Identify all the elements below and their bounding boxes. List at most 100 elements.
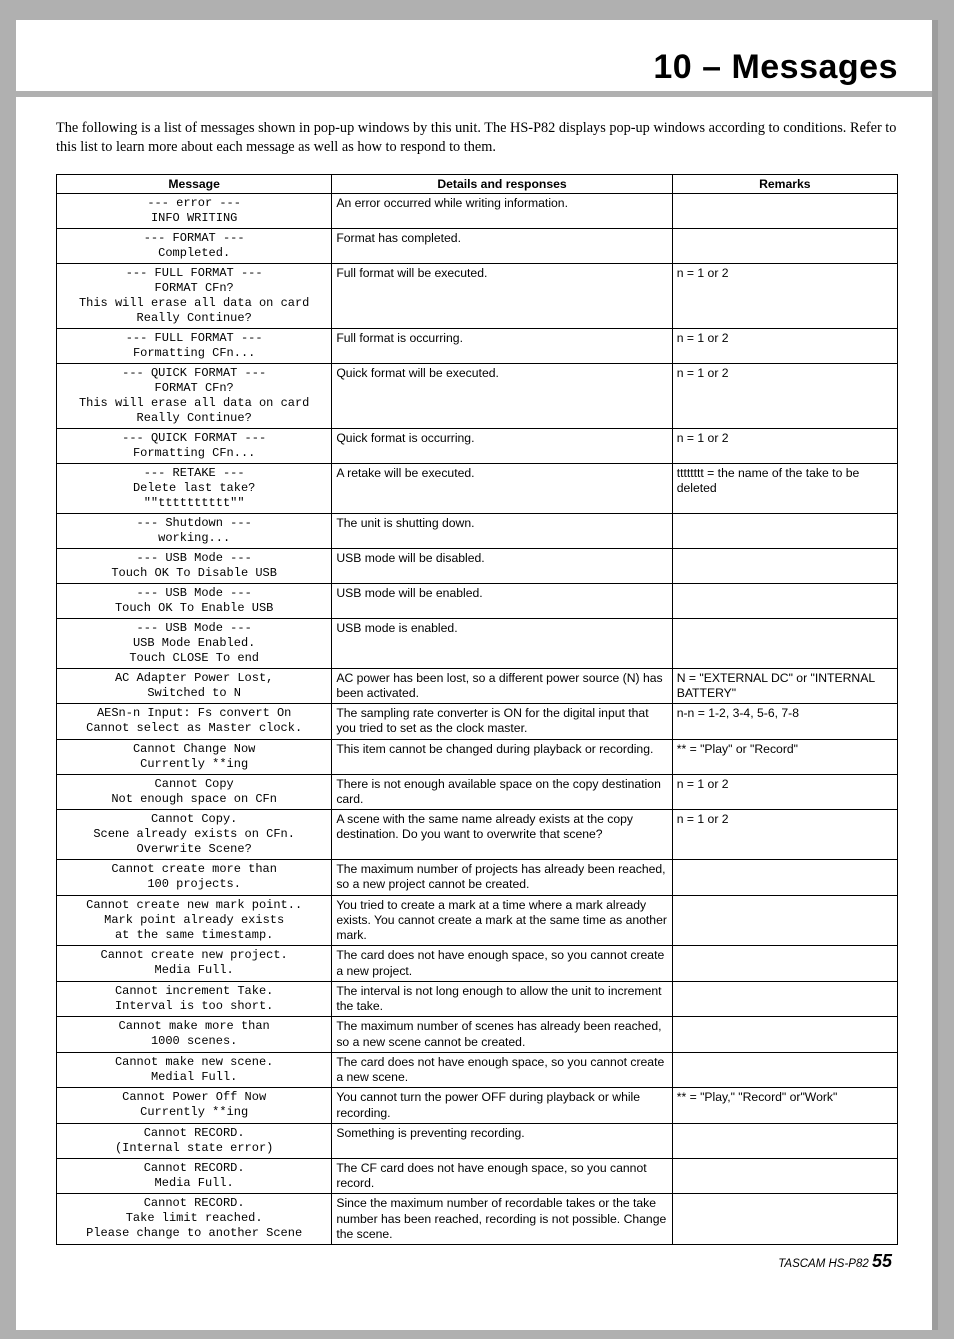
table-row: Cannot create new project. Media Full.Th… bbox=[57, 946, 898, 982]
messages-table: Message Details and responses Remarks --… bbox=[56, 174, 898, 1246]
table-row: --- Shutdown --- working...The unit is s… bbox=[57, 513, 898, 548]
col-header-remarks: Remarks bbox=[672, 174, 897, 193]
details-cell: This item cannot be changed during playb… bbox=[332, 739, 672, 774]
details-cell: The maximum number of scenes has already… bbox=[332, 1017, 672, 1053]
remarks-cell: ** = "Play" or "Record" bbox=[672, 739, 897, 774]
message-cell: Cannot make more than 1000 scenes. bbox=[57, 1017, 332, 1053]
message-cell: Cannot RECORD. (Internal state error) bbox=[57, 1123, 332, 1158]
details-cell: AC power has been lost, so a different p… bbox=[332, 668, 672, 704]
message-cell: Cannot Copy Not enough space on CFn bbox=[57, 774, 332, 810]
remarks-cell bbox=[672, 583, 897, 618]
details-cell: Format has completed. bbox=[332, 228, 672, 263]
table-row: --- USB Mode --- Touch OK To Disable USB… bbox=[57, 548, 898, 583]
col-header-message: Message bbox=[57, 174, 332, 193]
table-row: Cannot make more than 1000 scenes.The ma… bbox=[57, 1017, 898, 1053]
details-cell: Quick format is occurring. bbox=[332, 428, 672, 463]
message-cell: --- QUICK FORMAT --- FORMAT CFn? This wi… bbox=[57, 363, 332, 428]
details-cell: The maximum number of projects has alrea… bbox=[332, 860, 672, 896]
message-cell: AC Adapter Power Lost, Switched to N bbox=[57, 668, 332, 704]
table-row: Cannot Copy Not enough space on CFnThere… bbox=[57, 774, 898, 810]
details-cell: You cannot turn the power OFF during pla… bbox=[332, 1088, 672, 1124]
message-cell: --- USB Mode --- USB Mode Enabled. Touch… bbox=[57, 618, 332, 668]
table-row: --- FULL FORMAT --- FORMAT CFn? This wil… bbox=[57, 263, 898, 328]
remarks-cell bbox=[672, 1158, 897, 1194]
table-row: Cannot RECORD. (Internal state error)Som… bbox=[57, 1123, 898, 1158]
remarks-cell bbox=[672, 513, 897, 548]
table-body: --- error --- INFO WRITINGAn error occur… bbox=[57, 193, 898, 1245]
remarks-cell bbox=[672, 860, 897, 896]
remarks-cell bbox=[672, 1123, 897, 1158]
table-row: Cannot increment Take. Interval is too s… bbox=[57, 981, 898, 1017]
table-row: Cannot Copy. Scene already exists on CFn… bbox=[57, 810, 898, 860]
remarks-cell: ** = "Play," "Record" or"Work" bbox=[672, 1088, 897, 1124]
message-cell: --- error --- INFO WRITING bbox=[57, 193, 332, 228]
table-row: --- FORMAT --- Completed.Format has comp… bbox=[57, 228, 898, 263]
message-cell: Cannot create more than 100 projects. bbox=[57, 860, 332, 896]
remarks-cell bbox=[672, 548, 897, 583]
remarks-cell bbox=[672, 895, 897, 946]
details-cell: A retake will be executed. bbox=[332, 463, 672, 513]
message-cell: --- Shutdown --- working... bbox=[57, 513, 332, 548]
table-row: Cannot create more than 100 projects.The… bbox=[57, 860, 898, 896]
message-cell: Cannot RECORD. Media Full. bbox=[57, 1158, 332, 1194]
remarks-cell: N = "EXTERNAL DC" or "INTERNAL BATTERY" bbox=[672, 668, 897, 704]
message-cell: --- FULL FORMAT --- Formatting CFn... bbox=[57, 328, 332, 363]
details-cell: Full format is occurring. bbox=[332, 328, 672, 363]
message-cell: --- FULL FORMAT --- FORMAT CFn? This wil… bbox=[57, 263, 332, 328]
message-cell: Cannot Copy. Scene already exists on CFn… bbox=[57, 810, 332, 860]
remarks-cell bbox=[672, 193, 897, 228]
table-row: --- FULL FORMAT --- Formatting CFn...Ful… bbox=[57, 328, 898, 363]
col-header-details: Details and responses bbox=[332, 174, 672, 193]
details-cell: The sampling rate converter is ON for th… bbox=[332, 704, 672, 740]
page-footer: TASCAM HS-P82 55 bbox=[56, 1251, 898, 1272]
intro-text: The following is a list of messages show… bbox=[56, 119, 898, 158]
remarks-cell: n = 1 or 2 bbox=[672, 328, 897, 363]
remarks-cell bbox=[672, 981, 897, 1017]
chapter-title: 10 – Messages bbox=[56, 48, 898, 87]
details-cell: An error occurred while writing informat… bbox=[332, 193, 672, 228]
details-cell: There is not enough available space on t… bbox=[332, 774, 672, 810]
title-rule bbox=[16, 91, 938, 97]
message-cell: --- USB Mode --- Touch OK To Enable USB bbox=[57, 583, 332, 618]
details-cell: Something is preventing recording. bbox=[332, 1123, 672, 1158]
message-cell: Cannot Power Off Now Currently **ing bbox=[57, 1088, 332, 1124]
details-cell: Quick format will be executed. bbox=[332, 363, 672, 428]
remarks-cell: n-n = 1-2, 3-4, 5-6, 7-8 bbox=[672, 704, 897, 740]
table-row: --- USB Mode --- USB Mode Enabled. Touch… bbox=[57, 618, 898, 668]
message-cell: Cannot make new scene. Medial Full. bbox=[57, 1052, 332, 1088]
table-row: Cannot make new scene. Medial Full.The c… bbox=[57, 1052, 898, 1088]
remarks-cell: n = 1 or 2 bbox=[672, 363, 897, 428]
page: 10 – Messages The following is a list of… bbox=[16, 20, 938, 1330]
footer-page-number: 55 bbox=[872, 1251, 892, 1271]
details-cell: The card does not have enough space, so … bbox=[332, 1052, 672, 1088]
message-cell: Cannot create new project. Media Full. bbox=[57, 946, 332, 982]
message-cell: --- USB Mode --- Touch OK To Disable USB bbox=[57, 548, 332, 583]
details-cell: USB mode will be disabled. bbox=[332, 548, 672, 583]
table-row: AESn-n Input: Fs convert On Cannot selec… bbox=[57, 704, 898, 740]
remarks-cell bbox=[672, 228, 897, 263]
table-row: AC Adapter Power Lost, Switched to NAC p… bbox=[57, 668, 898, 704]
remarks-cell bbox=[672, 618, 897, 668]
message-cell: AESn-n Input: Fs convert On Cannot selec… bbox=[57, 704, 332, 740]
remarks-cell bbox=[672, 1194, 897, 1245]
message-cell: Cannot increment Take. Interval is too s… bbox=[57, 981, 332, 1017]
footer-model: TASCAM HS-P82 bbox=[778, 1258, 869, 1270]
details-cell: USB mode will be enabled. bbox=[332, 583, 672, 618]
table-header-row: Message Details and responses Remarks bbox=[57, 174, 898, 193]
table-row: Cannot Change Now Currently **ingThis it… bbox=[57, 739, 898, 774]
remarks-cell: n = 1 or 2 bbox=[672, 263, 897, 328]
remarks-cell: n = 1 or 2 bbox=[672, 810, 897, 860]
table-row: Cannot RECORD. Media Full.The CF card do… bbox=[57, 1158, 898, 1194]
details-cell: USB mode is enabled. bbox=[332, 618, 672, 668]
details-cell: The card does not have enough space, so … bbox=[332, 946, 672, 982]
message-cell: --- QUICK FORMAT --- Formatting CFn... bbox=[57, 428, 332, 463]
remarks-cell: n = 1 or 2 bbox=[672, 428, 897, 463]
message-cell: --- FORMAT --- Completed. bbox=[57, 228, 332, 263]
remarks-cell bbox=[672, 1052, 897, 1088]
remarks-cell bbox=[672, 1017, 897, 1053]
details-cell: You tried to create a mark at a time whe… bbox=[332, 895, 672, 946]
table-row: --- USB Mode --- Touch OK To Enable USBU… bbox=[57, 583, 898, 618]
message-cell: Cannot create new mark point.. Mark poin… bbox=[57, 895, 332, 946]
table-row: Cannot create new mark point.. Mark poin… bbox=[57, 895, 898, 946]
message-cell: --- RETAKE --- Delete last take? ""ttttt… bbox=[57, 463, 332, 513]
